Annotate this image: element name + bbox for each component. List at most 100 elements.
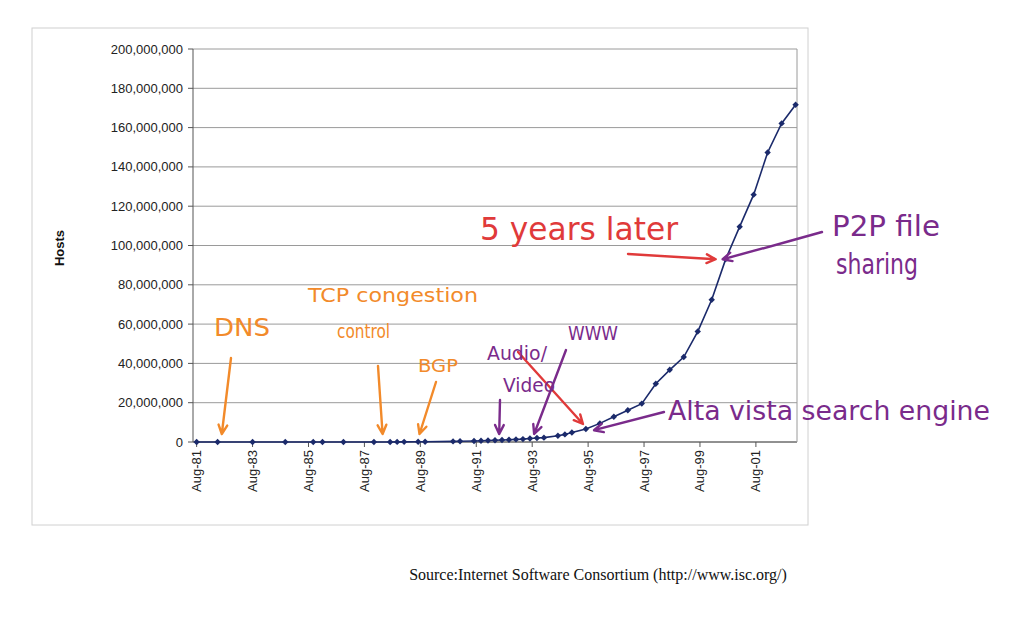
grid-line [193, 49, 797, 50]
data-point [750, 191, 756, 197]
data-point [569, 429, 575, 435]
chart-frame [32, 28, 808, 525]
data-point [401, 439, 407, 445]
grid-line [193, 127, 797, 128]
y-tick [188, 166, 193, 167]
x-tick [755, 442, 756, 447]
y-axis [193, 49, 194, 442]
x-tick [532, 442, 533, 447]
y-tick-label: 160,000,000 [111, 120, 183, 135]
data-point [513, 436, 519, 442]
data-point [457, 438, 463, 444]
data-point [736, 223, 742, 229]
data-point [450, 438, 456, 444]
annotation-arrow [594, 412, 664, 432]
y-tick [188, 206, 193, 207]
data-point [282, 439, 288, 445]
data-point [625, 407, 631, 413]
data-point [506, 437, 512, 443]
y-tick [188, 88, 193, 89]
data-point [249, 439, 255, 445]
y-tick [188, 402, 193, 403]
annotation-text: TCP congestioncontrol [307, 283, 478, 343]
grid-line [193, 284, 797, 285]
data-point [371, 439, 377, 445]
data-group [193, 102, 798, 446]
series-line [197, 105, 796, 442]
annotation-arrow [378, 366, 387, 434]
data-point [471, 438, 477, 444]
annotation-text: WWW [568, 321, 618, 345]
data-point [214, 439, 220, 445]
x-tick-label: Aug-87 [357, 450, 372, 492]
grid-line [193, 88, 797, 89]
data-point [534, 435, 540, 441]
grid-line [193, 166, 797, 167]
data-point [387, 439, 393, 445]
plot-frame [797, 49, 798, 442]
data-point [485, 437, 491, 443]
data-point [520, 436, 526, 442]
y-tick-label: 200,000,000 [111, 42, 183, 57]
data-point [193, 439, 199, 445]
data-point [583, 426, 589, 432]
data-point [611, 413, 617, 419]
y-tick [188, 245, 193, 246]
annotation-text: 5 years later [480, 210, 679, 248]
data-point [667, 367, 673, 373]
data-point [415, 439, 421, 445]
y-tick [188, 324, 193, 325]
y-tick-label: 140,000,000 [111, 159, 183, 174]
y-tick-label: 80,000,000 [118, 277, 183, 292]
data-point [478, 438, 484, 444]
y-tick-label: 120,000,000 [111, 199, 183, 214]
y-axis-label: Hosts [52, 230, 67, 266]
y-tick [188, 49, 193, 50]
y-tick-label: 60,000,000 [118, 317, 183, 332]
x-tick [699, 442, 700, 447]
annotation-arrow [628, 254, 716, 263]
data-point [310, 439, 316, 445]
annotation-arrow [723, 232, 822, 261]
x-tick-label: Aug-89 [413, 450, 428, 492]
annotation-text: BGP [418, 355, 458, 376]
source-note: Source:Internet Software Consortium (htt… [409, 566, 787, 584]
data-point [562, 431, 568, 437]
annotation-text: P2P filesharing [832, 210, 940, 281]
grid-line [193, 206, 797, 207]
annotation-arrow [533, 350, 566, 434]
data-point [319, 439, 325, 445]
data-point [695, 328, 701, 334]
annotation-text: Audio/Video [487, 341, 555, 397]
grid-line [193, 324, 797, 325]
data-point [792, 102, 798, 108]
x-tick-label: Aug-97 [637, 450, 652, 492]
x-tick-label: Aug-83 [245, 450, 260, 492]
data-point [541, 434, 547, 440]
x-tick [644, 442, 645, 447]
x-tick-label: Aug-85 [301, 450, 316, 492]
data-point [653, 380, 659, 386]
chart: 0 20,000,000 40,000,000 60,000,000 80,000,00… [0, 0, 1024, 618]
annotation-arrow [495, 400, 504, 434]
y-tick-label: 0 [176, 435, 183, 450]
x-tick-label: Aug-95 [581, 450, 596, 492]
x-tick-label: Aug-01 [748, 450, 763, 492]
data-point [709, 297, 715, 303]
data-point [394, 439, 400, 445]
x-tick-label: Aug-93 [525, 450, 540, 492]
y-tick-label: 180,000,000 [111, 81, 183, 96]
y-tick [188, 442, 193, 443]
y-tick [188, 284, 193, 285]
x-tick-label: Aug-91 [469, 450, 484, 492]
y-tick-label: 40,000,000 [118, 356, 183, 371]
data-point [422, 438, 428, 444]
data-point [778, 120, 784, 126]
annotation-arrow [219, 358, 231, 434]
data-point [527, 435, 533, 441]
x-tick [476, 442, 477, 447]
y-tick-label: 20,000,000 [118, 395, 183, 410]
annotation-arrow [418, 382, 436, 434]
data-point [555, 432, 561, 438]
data-point [499, 437, 505, 443]
